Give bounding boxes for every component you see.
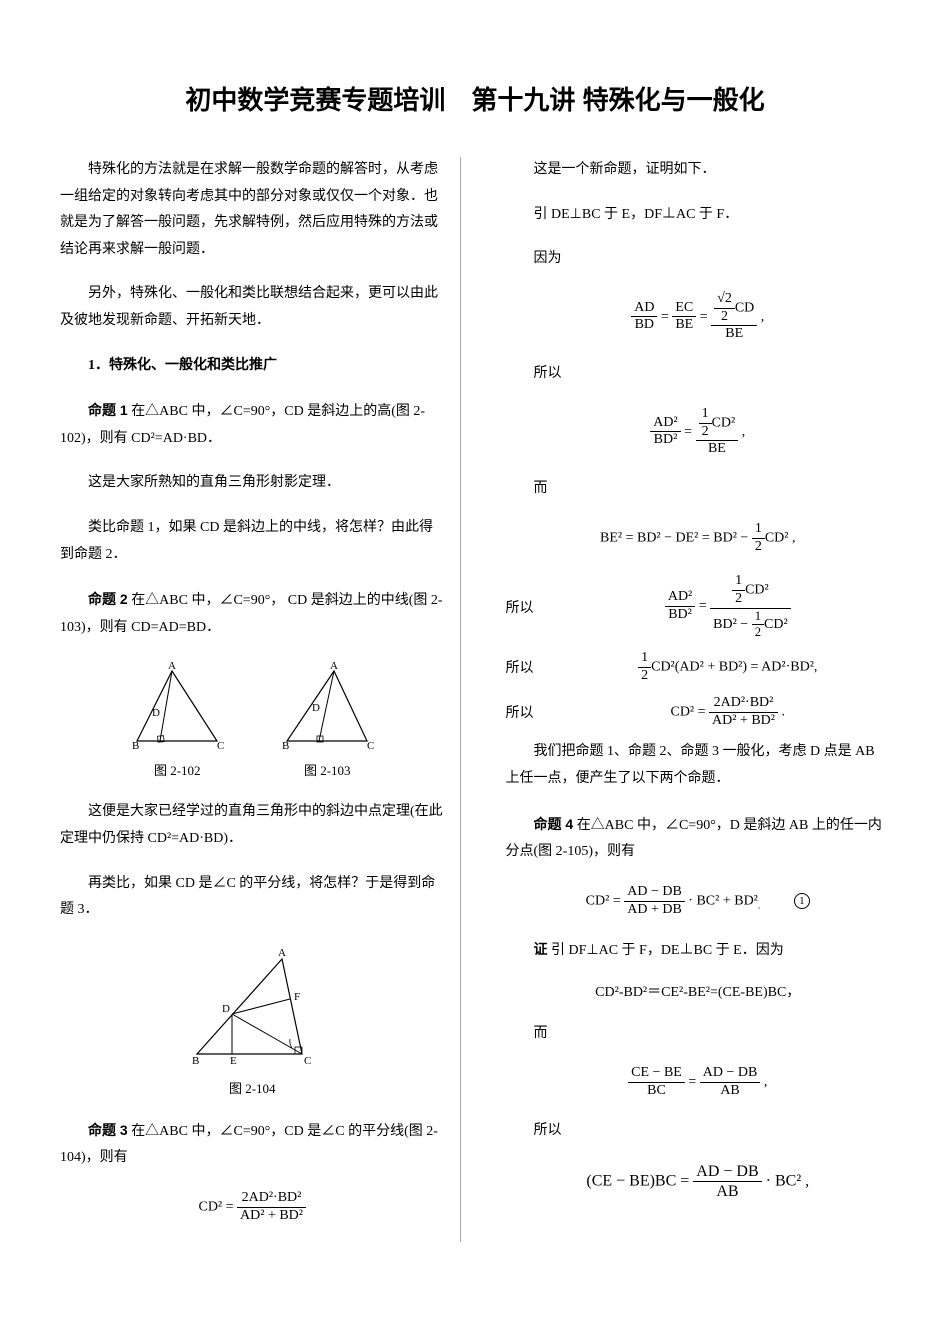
fig104-caption: 图 2-104 bbox=[60, 1078, 445, 1097]
svg-text:B: B bbox=[192, 1055, 199, 1067]
so-label-2: 所以 bbox=[506, 597, 566, 617]
formula-ad2-bd2: AD²BD² = 12CD²BE , bbox=[506, 406, 891, 458]
prop3-label: 命题 3 bbox=[88, 1122, 128, 1138]
svg-text:F: F bbox=[294, 991, 300, 1003]
prop2-label: 命题 2 bbox=[88, 591, 128, 607]
svg-text:D: D bbox=[222, 1003, 230, 1015]
so-1: 所以 bbox=[506, 361, 891, 388]
triangle-102-svg: A B C D bbox=[122, 661, 232, 756]
prop1-label: 命题 1 bbox=[88, 402, 128, 418]
page-title: 初中数学竞赛专题培训 第十九讲 特殊化与一般化 bbox=[60, 80, 890, 117]
svg-text:A: A bbox=[168, 661, 176, 672]
formula-ce-be-ratio: CE − BEBC = AD − DBAB , bbox=[506, 1065, 891, 1100]
svg-text:B: B bbox=[282, 740, 289, 752]
svg-text:B: B bbox=[132, 740, 139, 752]
svg-text:C: C bbox=[367, 740, 374, 752]
triangle-104-svg: A B C D E F bbox=[172, 944, 332, 1074]
circled-1: 1 bbox=[794, 893, 810, 909]
proposition-1: 命题 1 在△ABC 中，∠C=90°，CD 是斜边上的高(图 2-102)，则… bbox=[60, 397, 445, 452]
generalization: 我们把命题 1、命题 2、命题 3 一般化，考虑 D 点是 AB 上任一点，便产… bbox=[506, 739, 891, 792]
formula-ad-bd-ratio: ADBD = ECBE = √22CDBE , bbox=[506, 291, 891, 343]
while-2: 而 bbox=[506, 1021, 891, 1048]
triangle-103-svg: A B C D bbox=[272, 661, 382, 756]
fig103-caption: 图 2-103 bbox=[272, 760, 382, 779]
figure-2-103: A B C D 图 2-103 bbox=[272, 661, 382, 779]
proposition-3: 命题 3 在△ABC 中，∠C=90°，CD 是∠C 的平分线(图 2-104)… bbox=[60, 1117, 445, 1172]
svg-text:A: A bbox=[278, 947, 286, 959]
proof-text: 引 DF⊥AC 于 F，DE⊥BC 于 E．因为 bbox=[548, 943, 784, 958]
svg-text:C: C bbox=[304, 1055, 311, 1067]
figure-2-104: A B C D E F 图 2-104 bbox=[60, 944, 445, 1097]
proof-label: 证 bbox=[534, 941, 548, 957]
svg-text:A: A bbox=[330, 661, 338, 672]
analogy-1: 类比命题 1，如果 CD 是斜边上的中线，将怎样？由此得到命题 2． bbox=[60, 515, 445, 568]
intro-paragraph-2: 另外，特殊化、一般化和类比联想结合起来，更可以由此及彼地发现新命题、开拓新天地． bbox=[60, 281, 445, 334]
right-intro-1: 这是一个新命题，证明如下． bbox=[506, 157, 891, 184]
while-1: 而 bbox=[506, 476, 891, 503]
proposition-2: 命题 2 在△ABC 中，∠C=90°， CD 是斜边上的中线(图 2-103)… bbox=[60, 586, 445, 641]
figure-2-102: A B C D 图 2-102 bbox=[122, 661, 232, 779]
so-row-3: 所以 CD² = 2AD²·BD²AD² + BD² . bbox=[506, 695, 891, 730]
formula-final: (CE − BE)BC = AD − DBAB · BC² , bbox=[506, 1162, 891, 1201]
right-column: 这是一个新命题，证明如下． 引 DE⊥BC 于 E，DF⊥AC 于 F． 因为 … bbox=[491, 157, 891, 1242]
left-column: 特殊化的方法就是在求解一般数学命题的解答时，从考虑一组给定的对象转向考虑其中的部… bbox=[60, 157, 461, 1242]
prop4-formula: CD² = AD − DBAD + DB · BC² + BD². 1 bbox=[506, 884, 891, 919]
because-1: 因为 bbox=[506, 246, 891, 273]
formula-be2: BE² = BD² − DE² = BD² − 12CD² , bbox=[506, 521, 891, 556]
after-prop2: 这便是大家已经学过的直角三角形中的斜边中点定理(在此定理中仍保持 CD²=AD·… bbox=[60, 799, 445, 852]
proof-eq1: CD²-BD²＝CE²-BE²=(CE-BE)BC， bbox=[506, 983, 891, 1003]
analogy-2: 再类比，如果 CD 是∠C 的平分线，将怎样？于是得到命题 3． bbox=[60, 871, 445, 924]
so-row-2: 所以 12CD²(AD² + BD²) = AD²·BD², bbox=[506, 650, 891, 685]
intro-paragraph-1: 特殊化的方法就是在求解一般数学命题的解答时，从考虑一组给定的对象转向考虑其中的部… bbox=[60, 157, 445, 263]
proof-line: 证 引 DF⊥AC 于 F，DE⊥BC 于 E．因为 bbox=[506, 936, 891, 965]
prop3-formula: CD² = 2AD²·BD²AD² + BD² bbox=[60, 1190, 445, 1225]
svg-text:C: C bbox=[217, 740, 224, 752]
after-prop1: 这是大家所熟知的直角三角形射影定理． bbox=[60, 470, 445, 497]
figure-pair-102-103: A B C D 图 2-102 A B C D bbox=[60, 661, 445, 779]
so-label-4: 所以 bbox=[506, 702, 566, 722]
fig102-caption: 图 2-102 bbox=[122, 760, 232, 779]
so-final: 所以 bbox=[506, 1118, 891, 1145]
right-intro-2: 引 DE⊥BC 于 E，DF⊥AC 于 F． bbox=[506, 202, 891, 229]
prop4-label: 命题 4 bbox=[534, 816, 574, 832]
proposition-4: 命题 4 在△ABC 中，∠C=90°，D 是斜边 AB 上的任一内分点(图 2… bbox=[506, 811, 891, 866]
so-label-3: 所以 bbox=[506, 657, 566, 677]
two-column-layout: 特殊化的方法就是在求解一般数学命题的解答时，从考虑一组给定的对象转向考虑其中的部… bbox=[60, 157, 890, 1242]
svg-text:E: E bbox=[230, 1055, 237, 1067]
svg-text:D: D bbox=[152, 707, 160, 719]
svg-text:D: D bbox=[312, 702, 320, 714]
section-1-heading: 1．特殊化、一般化和类比推广 bbox=[60, 353, 445, 380]
so-row-1: 所以 AD²BD² = 12CD²BD² − 12CD² bbox=[506, 573, 891, 640]
